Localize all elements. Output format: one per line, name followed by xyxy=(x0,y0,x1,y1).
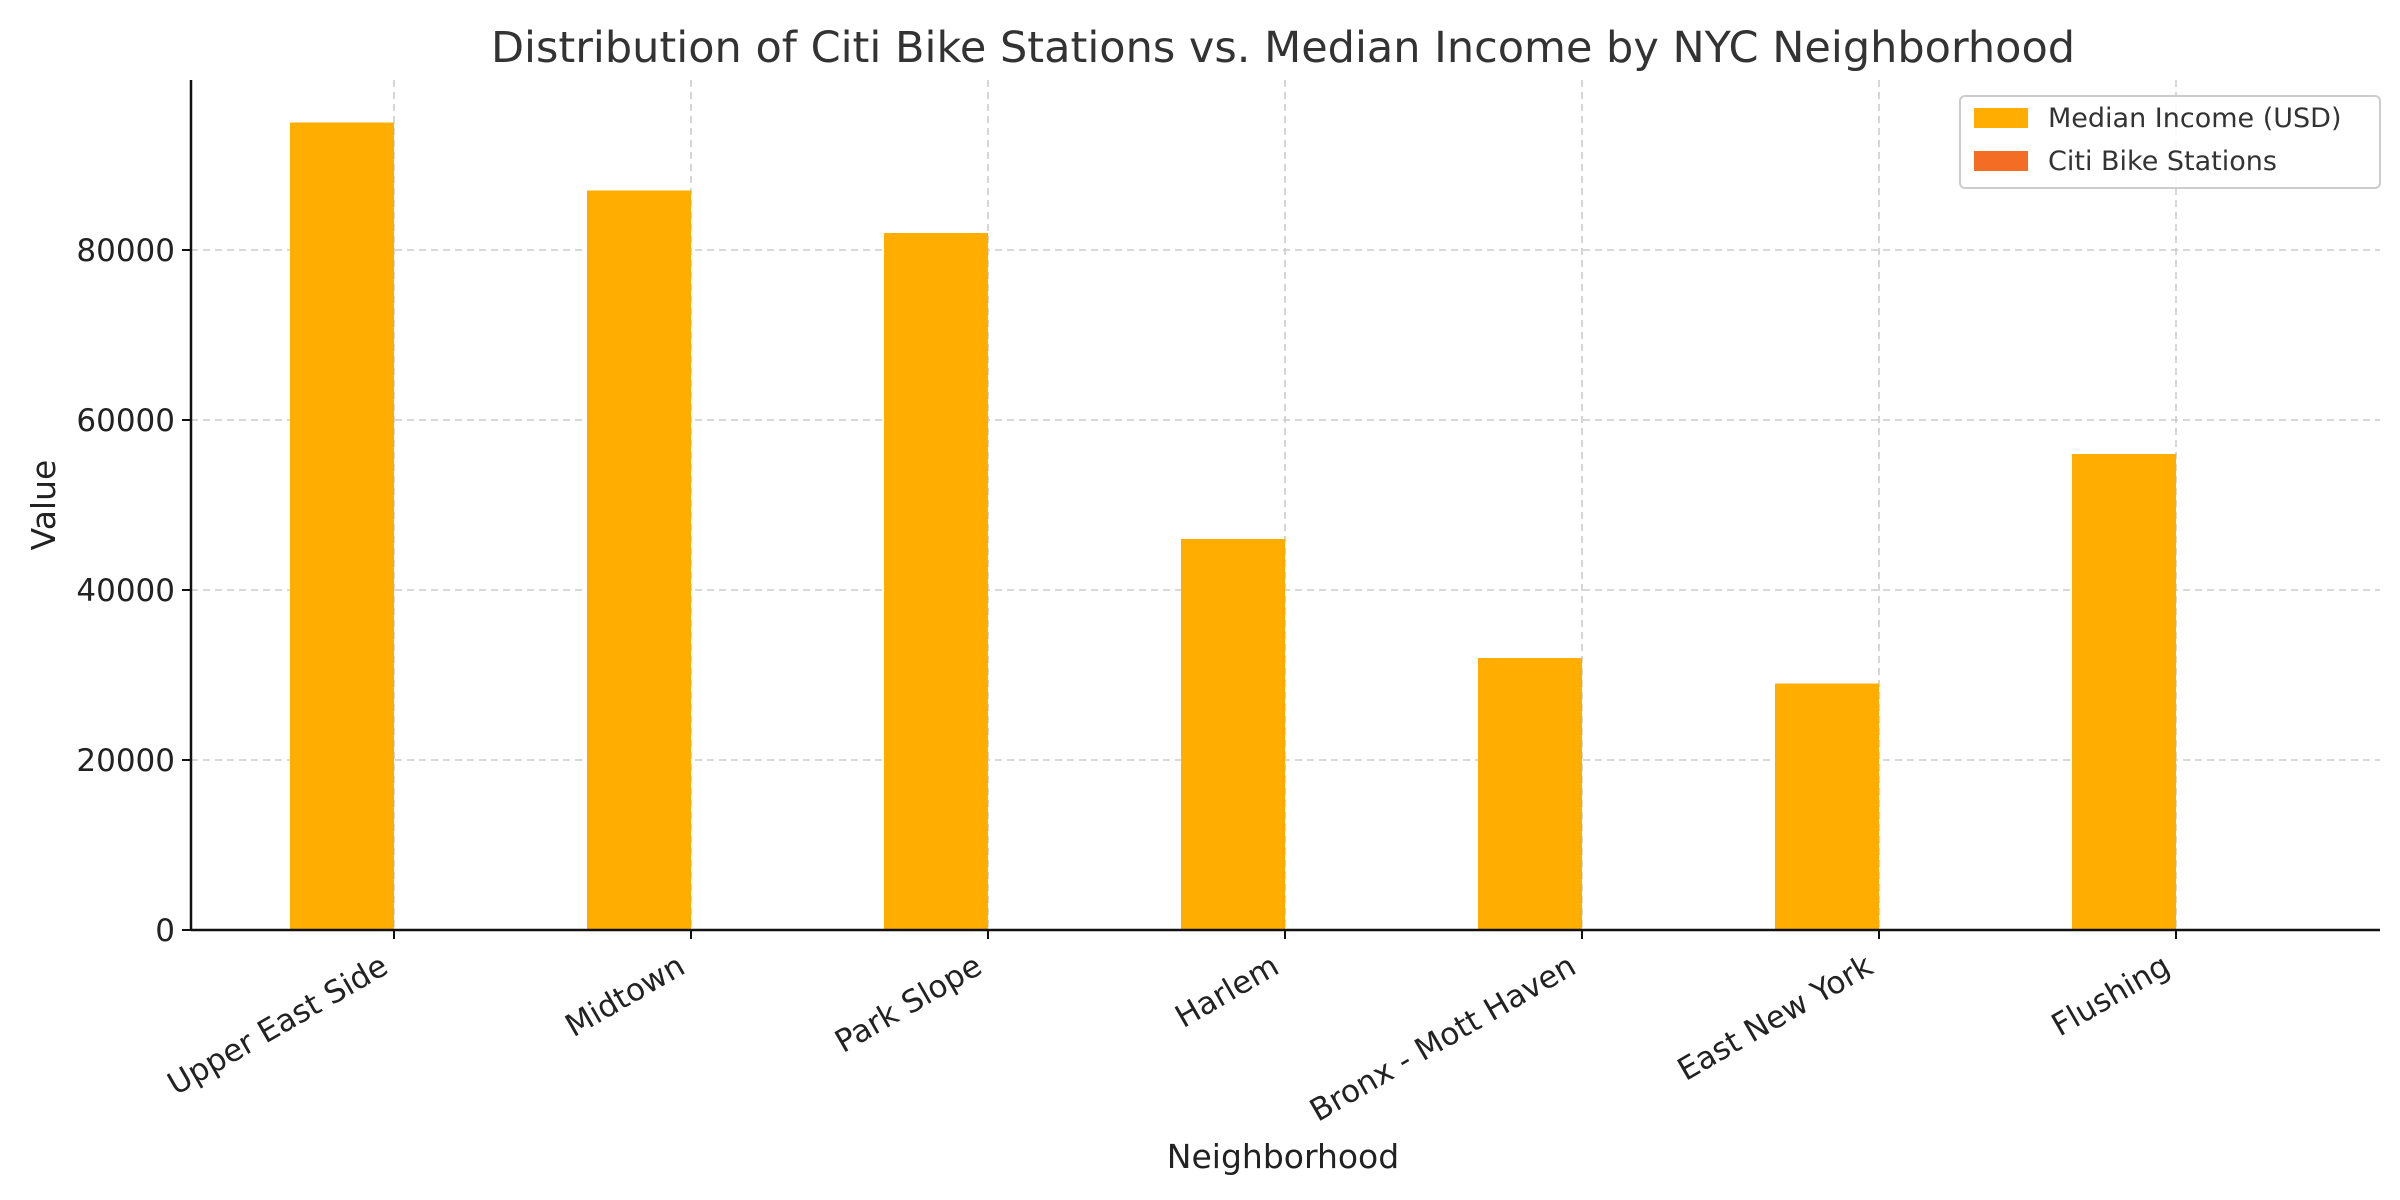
x-ticks: Upper East Side Midtown Park Slope Harlem Br… xyxy=(162,930,2177,1129)
x-tick-label-park-slope: Park Slope xyxy=(829,948,988,1061)
bar-median-income-usd-flushing xyxy=(2072,454,2176,930)
bar-median-income-usd-east-new-york xyxy=(1775,683,1879,930)
bar-median-income-usd-upper-east-side xyxy=(290,122,394,930)
y-tick-label: 60000 xyxy=(76,403,175,439)
legend-label-citi-bike-stations: Citi Bike Stations xyxy=(2048,146,2277,177)
bar-median-income-usd-harlem xyxy=(1181,539,1285,930)
bar-median-income-usd-bronx-mott-haven xyxy=(1478,658,1582,930)
y-axis-label: Value xyxy=(24,460,63,551)
bars-layer xyxy=(290,122,2176,930)
y-ticks: 0 20000 40000 60000 80000 xyxy=(76,233,191,949)
y-tick-label: 80000 xyxy=(76,233,175,269)
legend-swatch-median-income xyxy=(1974,108,2028,128)
legend-swatch-citi-bike-stations xyxy=(1974,151,2028,171)
legend-label-median-income: Median Income (USD) xyxy=(2048,103,2341,134)
x-tick-label-harlem: Harlem xyxy=(1169,948,1285,1036)
bar-median-income-usd-park-slope xyxy=(884,233,988,930)
x-tick-label-flushing: Flushing xyxy=(2046,948,2176,1044)
legend: Median Income (USD) Citi Bike Stations xyxy=(1959,95,2381,189)
x-tick-label-upper-east-side: Upper East Side xyxy=(162,948,394,1103)
legend-frame xyxy=(1959,95,2381,189)
y-tick-label: 0 xyxy=(155,913,175,949)
grid-layer xyxy=(191,80,2380,931)
y-tick-label: 40000 xyxy=(76,573,175,609)
bar-median-income-usd-midtown xyxy=(587,190,691,930)
x-tick-label-bronx-mott-haven: Bronx - Mott Haven xyxy=(1304,948,1582,1129)
chart-title: Distribution of Citi Bike Stations vs. M… xyxy=(491,23,2075,73)
x-tick-label-midtown: Midtown xyxy=(559,948,691,1045)
y-tick-label: 20000 xyxy=(76,743,175,779)
x-tick-label-east-new-york: East New York xyxy=(1672,948,1879,1089)
x-axis-label: Neighborhood xyxy=(1167,1137,1399,1176)
